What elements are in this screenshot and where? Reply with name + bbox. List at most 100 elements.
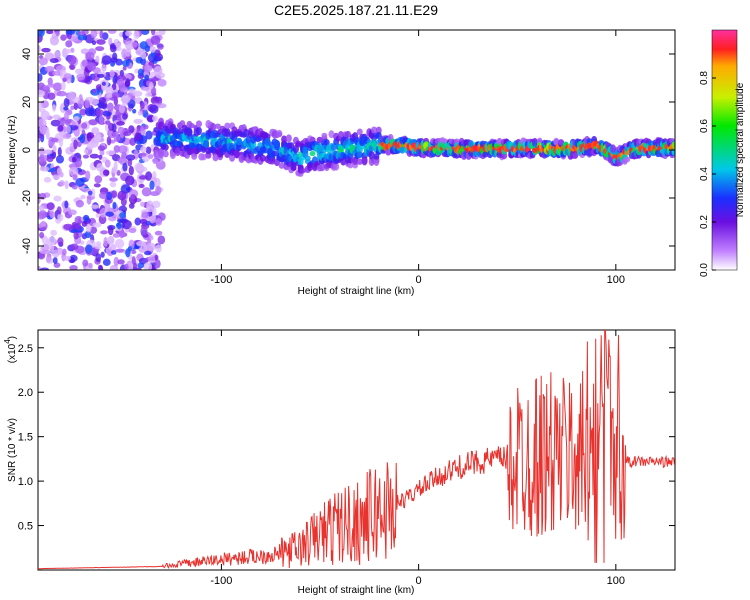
noise-cell [135, 49, 141, 55]
noise-cell [74, 68, 85, 75]
noise-cell [62, 133, 72, 140]
noise-cell [96, 39, 106, 45]
noise-cell [112, 232, 121, 238]
spectral-cell [285, 134, 292, 143]
y-tick-label: 0 [21, 147, 33, 153]
noise-cell [74, 222, 82, 231]
noise-cell [38, 44, 41, 54]
y-tick-label: 1.0 [18, 476, 33, 488]
spectral-cell [224, 122, 231, 129]
noise-cell [64, 119, 72, 124]
spectral-cell [318, 163, 325, 172]
noise-cell [52, 256, 58, 265]
noise-cell [139, 218, 148, 225]
spectral-cell [330, 143, 337, 151]
spectral-cell [671, 141, 675, 150]
noise-cell [108, 30, 117, 34]
noise-cell [38, 209, 47, 220]
noise-cell [38, 133, 44, 139]
noise-cell [138, 183, 145, 189]
noise-cell [58, 180, 65, 187]
spectral-cell [188, 123, 195, 129]
noise-cell [112, 201, 117, 210]
noise-cell [105, 94, 113, 99]
snr-multiplier-exponent: 4 [3, 339, 12, 344]
noise-cell [110, 243, 117, 253]
noise-cell [95, 213, 100, 218]
noise-cell [119, 87, 129, 93]
noise-cell [145, 220, 151, 226]
spectral-cell [316, 136, 323, 144]
noise-cell [62, 255, 71, 261]
x-tick-label: -100 [210, 274, 232, 286]
noise-cell [116, 78, 125, 86]
spectral-cell [309, 136, 316, 143]
spectral-cell [276, 132, 283, 138]
noise-cell [118, 32, 124, 38]
noise-cell [153, 65, 163, 76]
noise-cell [153, 49, 161, 57]
noise-cell [122, 219, 132, 230]
noise-cell [73, 139, 78, 150]
noise-cell [128, 165, 134, 176]
noise-cell [90, 188, 96, 198]
noise-cell [131, 41, 138, 48]
noise-cell [46, 30, 54, 35]
noise-cell [40, 220, 46, 228]
noise-cell [83, 214, 90, 222]
spectral-cell [328, 130, 335, 139]
noise-cell [111, 123, 117, 133]
noise-cell [69, 265, 78, 270]
noise-cell [105, 150, 116, 156]
noise-cell [65, 48, 71, 54]
spectral-cell [274, 140, 281, 148]
noise-cell [157, 43, 164, 50]
noise-cell [39, 124, 47, 135]
noise-cell [101, 55, 112, 65]
noise-cell [89, 153, 100, 159]
spectral-cell [482, 151, 489, 158]
noise-cell [42, 86, 50, 91]
noise-cell [62, 77, 67, 83]
noise-cell [43, 149, 53, 155]
noise-cell [144, 74, 150, 81]
noise-cell [107, 225, 114, 236]
spectral-cell [269, 156, 276, 163]
noise-cell [109, 177, 118, 182]
noise-cell [63, 73, 73, 80]
noise-cell [111, 190, 118, 198]
noise-cell [90, 30, 98, 39]
noise-cell [79, 133, 86, 144]
noise-cell [148, 216, 157, 224]
noise-cell [55, 154, 65, 164]
spectral-cell [558, 139, 565, 145]
colorbar-tick-label: 0.6 [699, 119, 710, 133]
noise-cell [52, 174, 61, 180]
snr-panel: -100 0 100 0.5 1.0 1.5 2.0 2.5 Height of straig… [3, 329, 676, 596]
noise-cell [140, 85, 150, 91]
noise-cell [157, 79, 167, 87]
noise-cell [104, 120, 111, 125]
noise-cell [150, 35, 161, 46]
noise-cell [141, 187, 152, 197]
noise-cell [84, 230, 92, 239]
noise-cell [128, 228, 137, 234]
noise-cell [85, 52, 91, 58]
noise-cell [38, 192, 41, 198]
spectrogram-x-axis-label: Height of straight line (km) [298, 286, 415, 297]
noise-cell [67, 55, 77, 65]
x-tick-label: 0 [416, 575, 422, 587]
noise-cell [44, 52, 55, 61]
noise-cell [141, 211, 150, 219]
noise-cell [103, 236, 108, 247]
noise-cell [74, 215, 83, 225]
noise-cell [136, 240, 147, 247]
spectral-cell [278, 162, 285, 169]
spectral-cell [371, 126, 378, 134]
spectral-cell [233, 149, 240, 158]
noise-cell [38, 146, 46, 156]
noise-cell [68, 166, 79, 177]
noise-cell [124, 263, 129, 270]
spectral-cell [347, 158, 354, 164]
noise-cell [70, 105, 75, 111]
